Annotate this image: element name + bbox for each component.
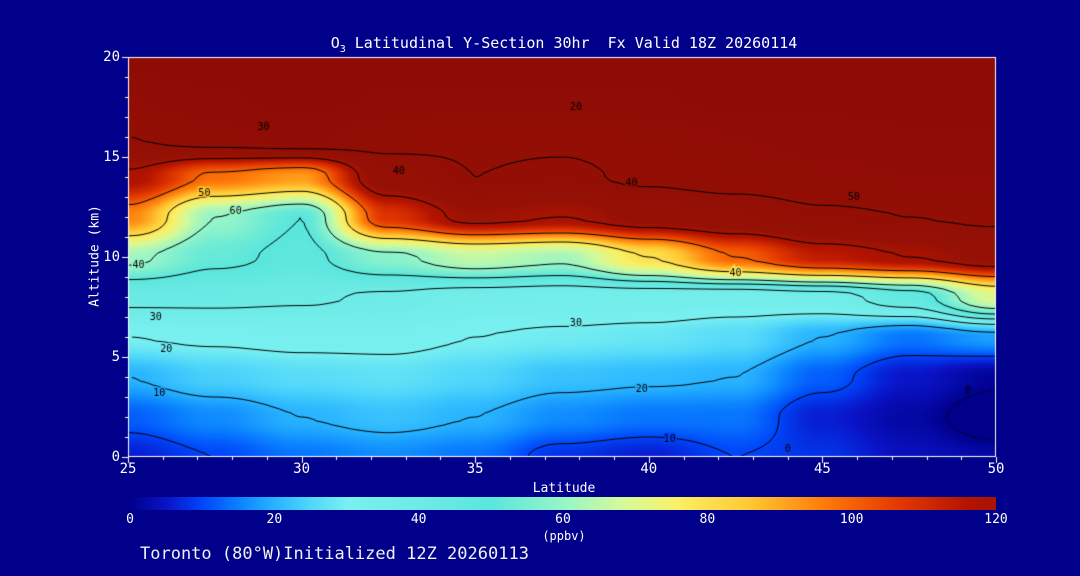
colorbar-tick-label: 80 [699, 512, 716, 527]
x-tick-label: 30 [293, 461, 311, 477]
x-tick-label: 40 [640, 461, 658, 477]
y-tick-label: 20 [103, 49, 120, 65]
y-tick-label: 5 [111, 349, 120, 365]
x-tick-label: 35 [466, 461, 484, 477]
x-tick-label: 25 [119, 461, 137, 477]
colorbar-tick-label: 120 [984, 512, 1008, 527]
y-tick-label: 10 [103, 249, 120, 265]
colorbar-tick-label: 0 [126, 512, 134, 527]
colorbar-tick-label: 60 [555, 512, 571, 527]
title-species: O [330, 34, 340, 52]
y-tick-label: 15 [103, 149, 120, 165]
x-tick-label: 50 [987, 461, 1005, 477]
colorbar-unit-label: (ppbv) [542, 529, 586, 543]
colorbar-tick-label: 100 [839, 512, 864, 527]
y-axis-label: Altitude (km) [87, 205, 103, 307]
colorbar-tick-label: 20 [266, 512, 283, 527]
footer-annotation: Toronto (80°W)Initialized 12Z 20260113 [140, 544, 529, 564]
colorbar-tick-label: 40 [410, 512, 427, 527]
x-tick-label: 45 [813, 461, 831, 477]
contour-plot-canvas [118, 47, 1006, 467]
x-axis-label: Latitude [532, 481, 596, 496]
y-tick-label: 0 [111, 449, 120, 465]
colorbar-canvas [130, 497, 996, 510]
